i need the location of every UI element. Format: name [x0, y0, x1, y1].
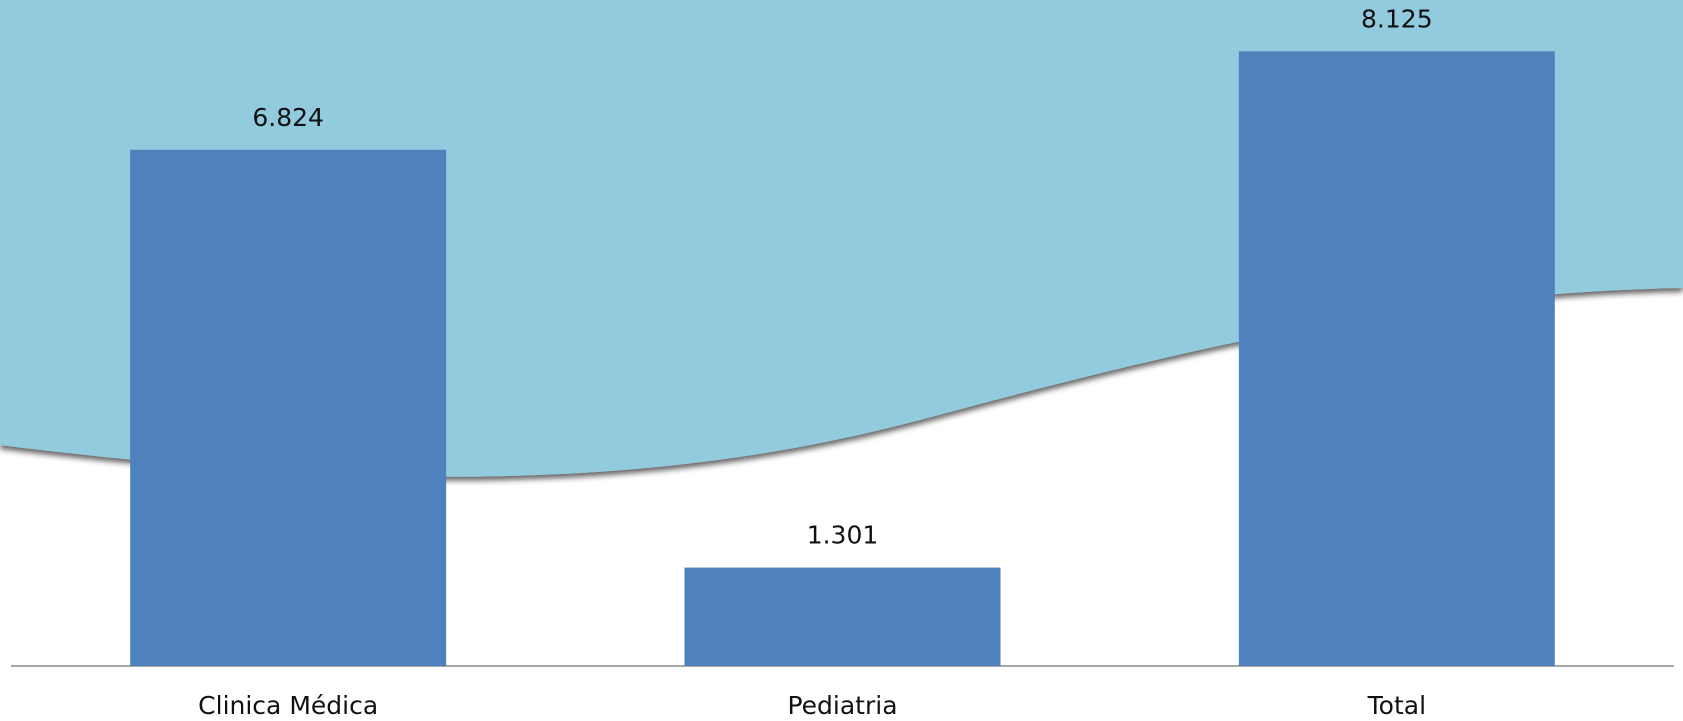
bar: [130, 149, 447, 666]
value-label: 1.301: [807, 521, 879, 550]
x-tick-label: Clinica Médica: [198, 691, 378, 720]
value-label: 6.824: [252, 103, 324, 132]
bar: [1238, 51, 1555, 666]
bar: [684, 567, 1001, 666]
x-tick-label: Total: [1367, 691, 1426, 720]
value-label: 8.125: [1361, 4, 1433, 33]
x-tick-label: Pediatria: [787, 691, 897, 720]
